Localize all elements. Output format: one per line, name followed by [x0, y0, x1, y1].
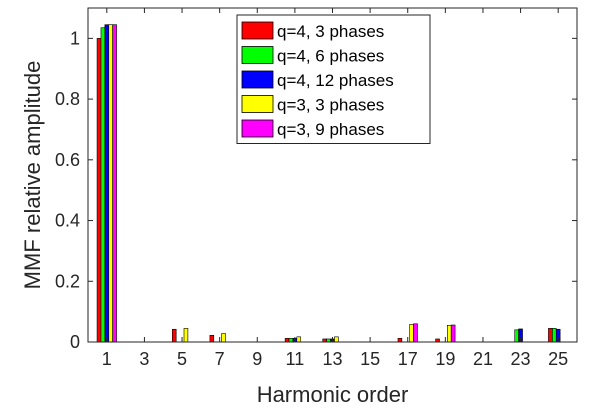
- x-axis-ticks: 1 3 5 7 9 11 13 15 17 19 21 23 25: [102, 8, 568, 369]
- y-tick-label: 0: [70, 332, 80, 352]
- x-tick-label: 19: [435, 349, 455, 369]
- bar-q-3-9-phases-h1: [112, 24, 117, 343]
- x-tick-label: 21: [473, 349, 493, 369]
- x-tick-label: 3: [139, 349, 149, 369]
- y-tick-label: 0.6: [55, 150, 80, 170]
- x-axis-label: Harmonic order: [257, 382, 409, 407]
- y-tick-label: 0.2: [55, 271, 80, 291]
- bar-q-3-9-phases-h17: [413, 323, 418, 343]
- bar-q-3-9-phases-h19: [450, 324, 456, 343]
- x-tick-label: 9: [252, 349, 262, 369]
- x-tick-label: 17: [398, 349, 418, 369]
- x-tick-label: 15: [360, 349, 380, 369]
- bar-q-3-3-phases-h11: [296, 336, 302, 343]
- legend-label: q=4, 6 phases: [277, 47, 384, 66]
- bar-q-4-3-phases-h25: [548, 328, 553, 343]
- y-tick-label: 0.4: [55, 211, 80, 231]
- x-tick-label: 23: [511, 349, 531, 369]
- y-axis-label: MMF relative amplitude: [20, 61, 45, 290]
- y-tick-label: 1: [70, 28, 80, 48]
- y-axis-ticks: 0 0.2 0.4 0.6 0.8 1: [55, 28, 577, 352]
- x-tick-label: 7: [215, 349, 225, 369]
- bar-q-3-3-phases-h5: [183, 328, 189, 343]
- x-tick-label: 5: [177, 349, 187, 369]
- bar-q-3-3-phases-h13: [334, 336, 339, 343]
- legend-label: q=3, 9 phases: [277, 120, 384, 139]
- bar-q-4-3-phases-h17: [397, 338, 403, 343]
- bar-q-4-6-phases-h23: [514, 329, 519, 343]
- bar-q-3-3-phases-h1: [108, 24, 113, 343]
- legend-swatch: [241, 95, 274, 113]
- bar-q-3-3-phases-h17: [409, 324, 414, 343]
- legend-swatch: [241, 119, 274, 138]
- x-tick-label: 1: [102, 349, 112, 369]
- bar-q-4-12-phases-h1: [104, 24, 110, 343]
- legend: q=4, 3 phases q=4, 6 phases q=4, 12 phases…: [236, 14, 431, 144]
- x-tick-label: 13: [322, 349, 342, 369]
- bars-group: [96, 24, 561, 343]
- bar-q-4-3-phases-h7: [209, 335, 215, 343]
- y-tick-label: 0.8: [55, 89, 80, 109]
- bar-q-4-6-phases-h11: [288, 338, 294, 343]
- bar-q-4-3-phases-h1: [96, 38, 102, 343]
- x-tick-label: 11: [286, 349, 305, 369]
- legend-swatch: [241, 70, 274, 89]
- legend-swatch: [241, 46, 274, 64]
- bar-q-3-3-phases-h7: [221, 333, 226, 343]
- bar-q-4-6-phases-h1: [100, 27, 106, 343]
- bar-q-4-3-phases-h5: [171, 328, 177, 343]
- bar-q-4-3-phases-h11: [284, 338, 290, 343]
- bar-q-4-6-phases-h25: [552, 328, 557, 343]
- x-tick-label: 25: [548, 349, 568, 369]
- legend-label: q=4, 12 phases: [277, 71, 394, 90]
- legend-swatch: [241, 21, 274, 40]
- legend-label: q=3, 3 phases: [277, 96, 384, 115]
- bar-q-3-3-phases-h19: [446, 324, 452, 343]
- legend-label: q=4, 3 phases: [277, 22, 384, 41]
